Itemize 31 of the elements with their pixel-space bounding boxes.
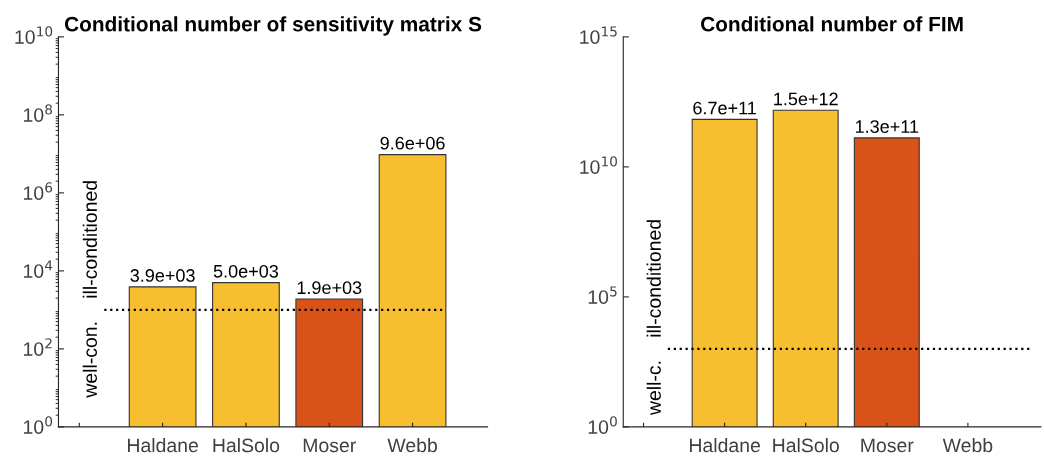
x-tick-label: HalSolo bbox=[773, 438, 839, 453]
chart-title: Conditional number of FIM bbox=[701, 16, 963, 32]
y-tick-label: 10$^{5}$ bbox=[588, 286, 617, 304]
x-tick-label: Webb bbox=[942, 438, 993, 453]
y-tick-label: 10$^{4}$ bbox=[23, 260, 53, 278]
y-tick-label: 10$^{10}$ bbox=[580, 156, 617, 174]
x-tick-label: Moser bbox=[303, 438, 356, 453]
y-tick-label: 10$^{0}$ bbox=[588, 416, 617, 434]
x-tick-label: HalSolo bbox=[213, 438, 280, 453]
data-label: 1.5e+12 bbox=[774, 92, 838, 106]
ref-line-label: ill-conditioned bbox=[82, 181, 98, 298]
annotation: well-c. bbox=[646, 361, 661, 416]
chart-title: Conditional number of sensitivity matrix S bbox=[64, 16, 482, 36]
y-tick-label: 10$^{6}$ bbox=[23, 182, 53, 200]
x-tick-label: Webb bbox=[387, 438, 437, 453]
y-tick-label: 10$^{10}$ bbox=[15, 26, 53, 44]
ref-line-label: ill-conditioned bbox=[646, 220, 661, 337]
data-label: 5.0e+03 bbox=[213, 264, 279, 278]
data-label: 3.9e+03 bbox=[130, 269, 195, 282]
data-label: 1.9e+03 bbox=[297, 281, 362, 295]
x-tick-label: Moser bbox=[861, 438, 914, 453]
annotation: well-con. bbox=[82, 322, 98, 398]
x-tick-label: Haldane bbox=[127, 438, 198, 453]
data-label: 1.3e+11 bbox=[855, 120, 919, 133]
y-tick-label: 10$^{0}$ bbox=[23, 416, 53, 434]
y-tick-label: 10$^{8}$ bbox=[23, 104, 53, 122]
data-label: 9.6e+06 bbox=[380, 136, 445, 150]
x-tick-label: Haldane bbox=[690, 438, 760, 453]
data-label: 6.7e+11 bbox=[693, 101, 756, 115]
y-tick-label: 10$^{2}$ bbox=[23, 338, 52, 356]
y-tick-label: 10$^{15}$ bbox=[580, 26, 617, 44]
